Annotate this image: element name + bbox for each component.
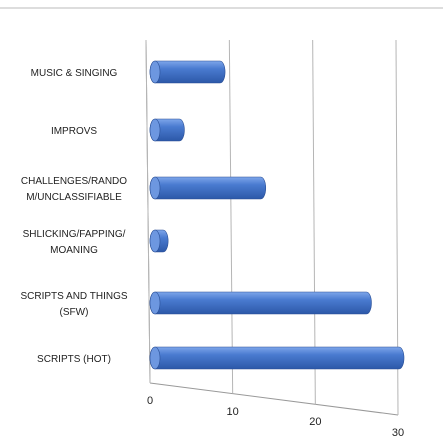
y-tick-label: SCRIPTS (HOT)	[37, 354, 111, 365]
y-tick-label: MUSIC & SINGING	[30, 68, 118, 79]
bar	[149, 346, 405, 370]
bar	[149, 291, 372, 315]
bar-cap	[149, 60, 161, 84]
bar	[149, 60, 226, 84]
bar	[149, 176, 266, 200]
floor-edge	[149, 382, 399, 416]
y-tick-label: SHLICKING/FAPPING/ MOANING	[22, 229, 126, 256]
bar-cap	[149, 118, 161, 142]
grid-line	[228, 39, 234, 394]
y-tick-label: SCRIPTS AND THINGS (SFW)	[20, 291, 128, 318]
bar-cap	[149, 176, 161, 200]
y-tick-label: CHALLENGES/RANDO M/UNCLASSIFIABLE	[20, 176, 128, 203]
bar-cap	[149, 291, 161, 315]
bar-cap	[149, 229, 161, 253]
x-tick-label: 30	[391, 427, 405, 439]
grid-line	[145, 39, 151, 384]
bar-cap	[149, 346, 161, 370]
x-tick-label: 10	[226, 405, 239, 418]
y-tick-label: IMPROVS	[50, 126, 98, 137]
x-tick-label: 0	[146, 395, 154, 407]
grid-line	[312, 39, 316, 405]
x-tick-label: 20	[309, 416, 322, 429]
